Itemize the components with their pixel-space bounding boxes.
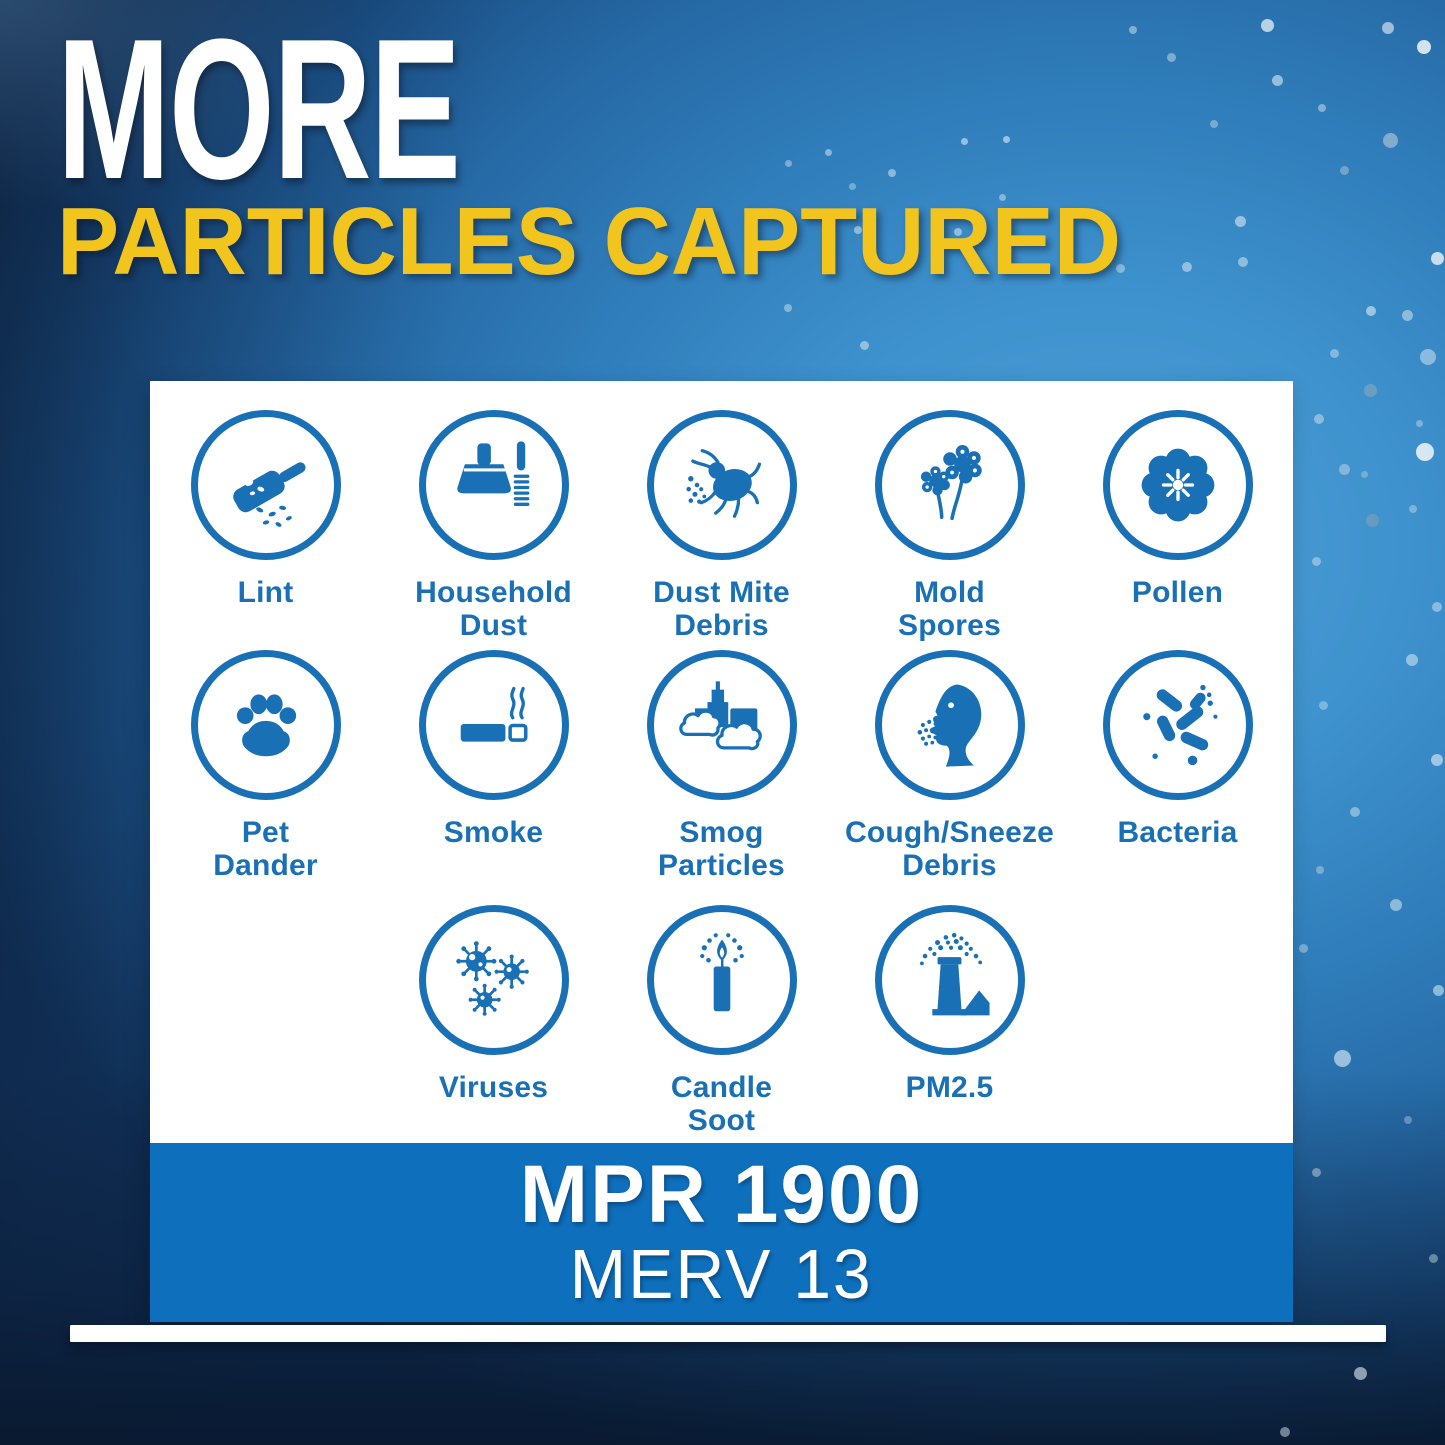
background-dot	[1416, 443, 1434, 461]
particle-item: Candle Soot	[608, 905, 836, 1137]
background-dot	[784, 304, 792, 312]
particle-label: Viruses	[438, 1071, 549, 1104]
background-dot	[1238, 257, 1248, 267]
background-dot	[1406, 654, 1418, 666]
merv-rating: MERV 13	[570, 1234, 873, 1313]
particle-label: Bacteria	[1117, 816, 1238, 849]
particle-label: Pollen	[1131, 576, 1224, 609]
particle-item: Viruses	[380, 905, 608, 1137]
headline: MORE PARTICLES CAPTURED	[57, 10, 1154, 290]
background-dot	[1404, 1116, 1412, 1124]
smokestack-icon	[874, 905, 1025, 1055]
particle-label: Mold Spores	[898, 576, 1001, 642]
background-dot	[1311, 1167, 1321, 1177]
divider-line	[70, 1325, 1386, 1342]
background-dot	[1338, 463, 1350, 475]
particle-row: Viruses Candle Soot PM2.5	[150, 905, 1293, 1137]
particle-item: Bacteria	[1064, 650, 1292, 905]
dust-mite-icon	[646, 410, 797, 560]
background-dot	[859, 340, 869, 350]
particle-item: PM2.5	[836, 905, 1064, 1137]
particle-label: Smoke	[443, 816, 544, 849]
particles-card: Lint Household Dust Dust Mite Debris Mold Spor…	[150, 381, 1293, 1322]
particle-item: Cough/Sneeze Debris	[836, 650, 1064, 905]
background-dot	[1318, 104, 1326, 112]
background-dot	[1431, 754, 1443, 766]
mpr-rating: MPR 1900	[519, 1148, 924, 1240]
particle-label: Dust Mite Debris	[653, 576, 790, 642]
background-dot	[1318, 700, 1328, 710]
background-dot	[1339, 165, 1349, 175]
paw-print-icon	[190, 650, 341, 800]
background-dot	[1417, 40, 1431, 54]
particle-item: Smog Particles	[608, 650, 836, 905]
dustpan-brush-icon	[418, 410, 569, 560]
background-dot	[1390, 899, 1402, 911]
background-dot	[1432, 984, 1444, 996]
mold-spores-icon	[874, 410, 1025, 560]
background-dot	[1401, 309, 1413, 321]
particle-label: Pet Dander	[213, 816, 318, 882]
background-dot	[1166, 52, 1176, 62]
particle-label: Lint	[237, 576, 294, 609]
virus-icon	[418, 905, 569, 1055]
particle-label: Candle Soot	[670, 1071, 773, 1137]
headline-more: MORE	[57, 0, 461, 221]
candle-soot-icon	[646, 905, 797, 1055]
background-dot	[1311, 556, 1321, 566]
background-dot	[1415, 419, 1423, 427]
particle-item: Pet Dander	[152, 650, 380, 905]
pollen-flower-icon	[1102, 410, 1253, 560]
background-dot	[1271, 74, 1283, 86]
background-dot	[1420, 349, 1436, 365]
background-dot	[1316, 866, 1324, 874]
particle-item: Dust Mite Debris	[608, 410, 836, 650]
particle-label: Smog Particles	[658, 816, 785, 882]
background-dot	[1260, 18, 1274, 32]
particle-item: Mold Spores	[836, 410, 1064, 650]
smog-city-icon	[646, 650, 797, 800]
particle-row: Pet Dander Smoke Smog Particles Cough/Sneeze D…	[150, 650, 1293, 905]
cough-sneeze-icon	[874, 650, 1025, 800]
background-dot	[1365, 513, 1379, 527]
background-dot	[1432, 602, 1442, 612]
background-dot	[1329, 348, 1339, 358]
particle-label: Household Dust	[415, 576, 572, 642]
background-dot	[1409, 505, 1417, 513]
background-dot	[1430, 251, 1444, 265]
background-dot	[1234, 215, 1246, 227]
background-dot	[1382, 132, 1398, 148]
particle-item: Pollen	[1064, 410, 1292, 650]
particle-row: Lint Household Dust Dust Mite Debris Mold Spor…	[150, 410, 1293, 650]
cigarette-icon	[418, 650, 569, 800]
background-dot	[1350, 807, 1360, 817]
background-dot	[1280, 1427, 1290, 1437]
background-dot	[1353, 1366, 1367, 1380]
particle-label: PM2.5	[905, 1071, 994, 1104]
background-dot	[1366, 306, 1376, 316]
background-dot	[1363, 383, 1377, 397]
particle-label: Cough/Sneeze Debris	[844, 816, 1055, 882]
particle-item: Household Dust	[380, 410, 608, 650]
background-dot	[1333, 1049, 1351, 1067]
background-dot	[1210, 120, 1218, 128]
background-dot	[1298, 943, 1308, 953]
background-dot	[1428, 1253, 1438, 1263]
background-dot	[1360, 470, 1368, 478]
headline-particles-captured: PARTICLES CAPTURED	[57, 188, 1122, 295]
particle-item: Smoke	[380, 650, 608, 905]
rating-bar: MPR 1900 MERV 13	[150, 1143, 1293, 1322]
background-dot	[1182, 262, 1192, 272]
particle-item: Lint	[152, 410, 380, 650]
bacteria-icon	[1102, 650, 1253, 800]
background-dot	[1382, 22, 1394, 34]
lint-roller-icon	[190, 410, 341, 560]
background-dot	[1314, 414, 1324, 424]
particles-grid: Lint Household Dust Dust Mite Debris Mold Spor…	[150, 381, 1293, 1143]
